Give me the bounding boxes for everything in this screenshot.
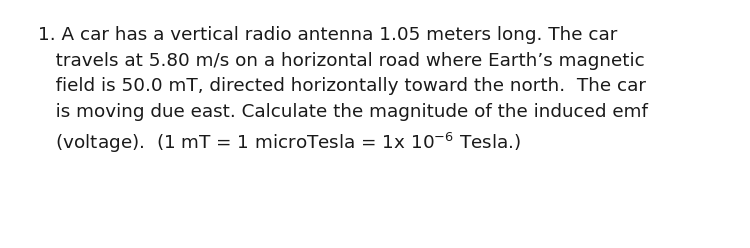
- Text: 1. A car has a vertical radio antenna 1.05 meters long. The car
   travels at 5.: 1. A car has a vertical radio antenna 1.…: [38, 26, 648, 155]
